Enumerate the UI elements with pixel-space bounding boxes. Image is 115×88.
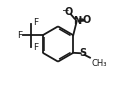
Text: F: F: [17, 31, 22, 40]
Text: F: F: [33, 43, 38, 52]
Text: O: O: [64, 7, 72, 17]
Text: S: S: [78, 48, 85, 58]
Text: +: +: [76, 16, 82, 22]
Text: O: O: [82, 15, 90, 25]
Text: −: −: [61, 5, 68, 14]
Text: F: F: [33, 18, 38, 27]
Text: N: N: [72, 16, 80, 26]
Text: CH₃: CH₃: [91, 59, 106, 68]
